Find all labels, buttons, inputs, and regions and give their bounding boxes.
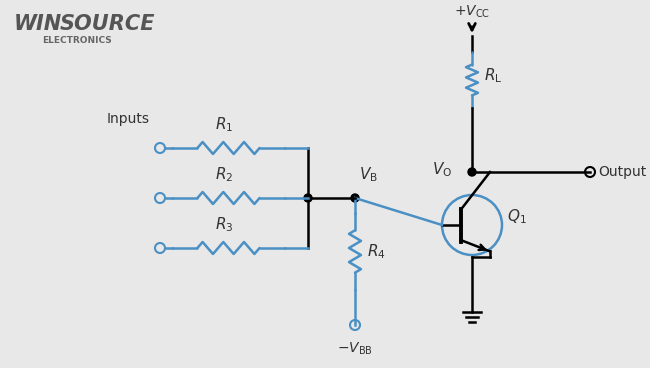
Text: $V_{\mathrm{B}}$: $V_{\mathrm{B}}$	[359, 165, 378, 184]
Text: Inputs: Inputs	[107, 112, 150, 126]
Text: $R_{\mathrm{2}}$: $R_{\mathrm{2}}$	[215, 165, 233, 184]
Text: $R_{\mathrm{L}}$: $R_{\mathrm{L}}$	[484, 67, 502, 85]
Circle shape	[155, 243, 165, 253]
Text: $-V_{\mathrm{BB}}$: $-V_{\mathrm{BB}}$	[337, 341, 373, 357]
Circle shape	[350, 320, 360, 330]
Text: WIN: WIN	[14, 14, 62, 34]
Text: $Q_{\mathrm{1}}$: $Q_{\mathrm{1}}$	[507, 208, 526, 226]
Text: $R_{\mathrm{4}}$: $R_{\mathrm{4}}$	[367, 242, 385, 261]
Circle shape	[155, 193, 165, 203]
Text: $+V_{\mathrm{CC}}$: $+V_{\mathrm{CC}}$	[454, 4, 490, 20]
Circle shape	[585, 167, 595, 177]
Circle shape	[468, 168, 476, 176]
Circle shape	[155, 143, 165, 153]
Text: ELECTRONICS: ELECTRONICS	[42, 36, 112, 45]
Text: Output: Output	[598, 165, 646, 179]
Text: SOURCE: SOURCE	[60, 14, 155, 34]
Text: $R_{\mathrm{3}}$: $R_{\mathrm{3}}$	[215, 215, 234, 234]
Text: $R_{\mathrm{1}}$: $R_{\mathrm{1}}$	[215, 115, 233, 134]
Circle shape	[351, 194, 359, 202]
Circle shape	[304, 194, 312, 202]
Text: $V_{\mathrm{O}}$: $V_{\mathrm{O}}$	[432, 161, 452, 179]
